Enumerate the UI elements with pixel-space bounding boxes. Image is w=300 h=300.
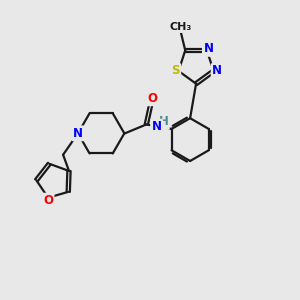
Text: O: O [147, 92, 157, 105]
Text: N: N [203, 42, 213, 56]
Text: H: H [158, 116, 168, 128]
Text: O: O [43, 194, 53, 207]
Text: N: N [212, 64, 222, 77]
Text: N: N [73, 127, 83, 140]
Text: CH₃: CH₃ [170, 22, 192, 32]
Text: N: N [152, 120, 162, 133]
Text: S: S [171, 64, 180, 77]
